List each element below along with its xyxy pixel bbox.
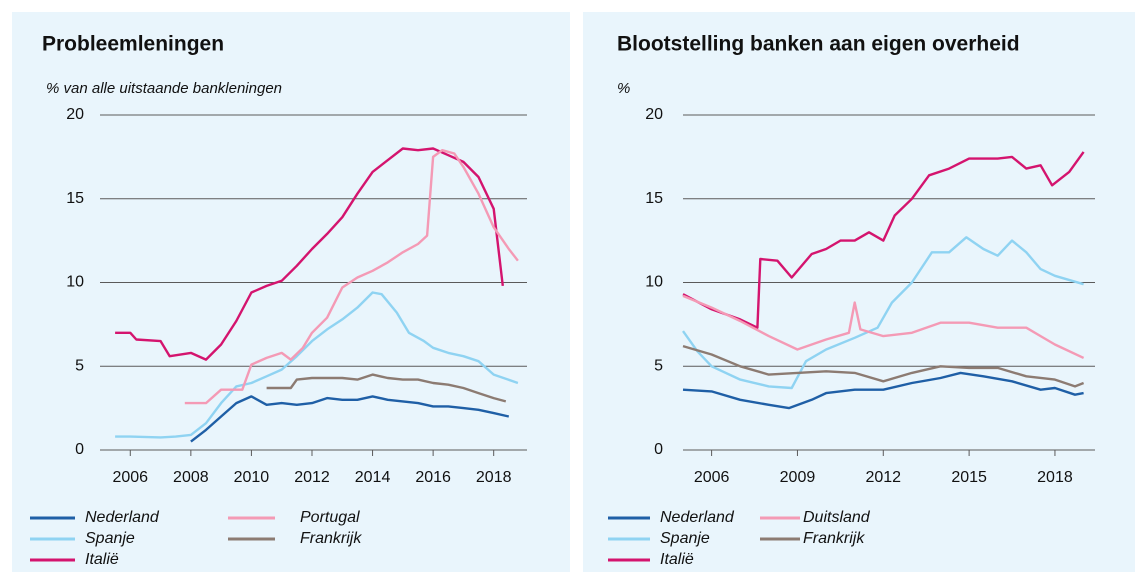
x-tick-label: 2015	[951, 469, 987, 486]
x-tick-label: 2016	[415, 469, 451, 486]
legend-label: Nederland	[85, 509, 160, 526]
x-tick-label: 2010	[234, 469, 270, 486]
y-tick-label: 5	[75, 357, 84, 374]
x-tick-label: 2012	[294, 469, 330, 486]
series-line	[682, 151, 1085, 329]
x-tick-label: 2008	[173, 469, 209, 486]
panel	[12, 12, 570, 572]
legend-label: Italië	[660, 551, 694, 568]
y-tick-label: 20	[645, 106, 663, 123]
series-line	[115, 147, 504, 361]
y-tick-label: 0	[654, 441, 663, 458]
legend-label: Frankrijk	[803, 530, 865, 547]
x-tick-label: 2006	[112, 469, 148, 486]
subtitle: %	[617, 80, 630, 97]
series-line	[682, 371, 1084, 410]
y-tick-label: 15	[66, 190, 84, 207]
y-tick-label: 10	[645, 274, 663, 291]
series-line	[266, 373, 507, 403]
chart-title: Blootstelling banken aan eigen overheid	[617, 33, 1020, 56]
legend-label: Duitsland	[803, 509, 871, 526]
panel	[583, 12, 1135, 572]
legend-label: Italië	[85, 551, 119, 568]
legend-label: Nederland	[660, 509, 735, 526]
x-tick-label: 2006	[694, 469, 730, 486]
x-tick-label: 2009	[780, 469, 816, 486]
legend-label: Portugal	[300, 509, 360, 526]
series-line	[682, 236, 1084, 390]
y-tick-label: 20	[66, 106, 84, 123]
x-tick-label: 2012	[865, 469, 901, 486]
subtitle: % van alle uitstaande bankleningen	[46, 80, 282, 97]
series-line	[190, 395, 510, 443]
y-tick-label: 0	[75, 441, 84, 458]
series-line	[682, 344, 1085, 388]
x-tick-label: 2018	[1037, 469, 1073, 486]
legend-label: Spanje	[85, 530, 135, 547]
series-line	[115, 291, 519, 439]
y-tick-label: 5	[654, 357, 663, 374]
chart-title: Probleemleningen	[42, 33, 224, 56]
y-tick-label: 10	[66, 274, 84, 291]
legend-label: Spanje	[660, 530, 710, 547]
x-tick-label: 2018	[476, 469, 512, 486]
series-line	[184, 148, 519, 405]
x-tick-label: 2014	[355, 469, 391, 486]
series-line	[682, 294, 1085, 359]
y-tick-label: 15	[645, 190, 663, 207]
legend-label: Frankrijk	[300, 530, 362, 547]
